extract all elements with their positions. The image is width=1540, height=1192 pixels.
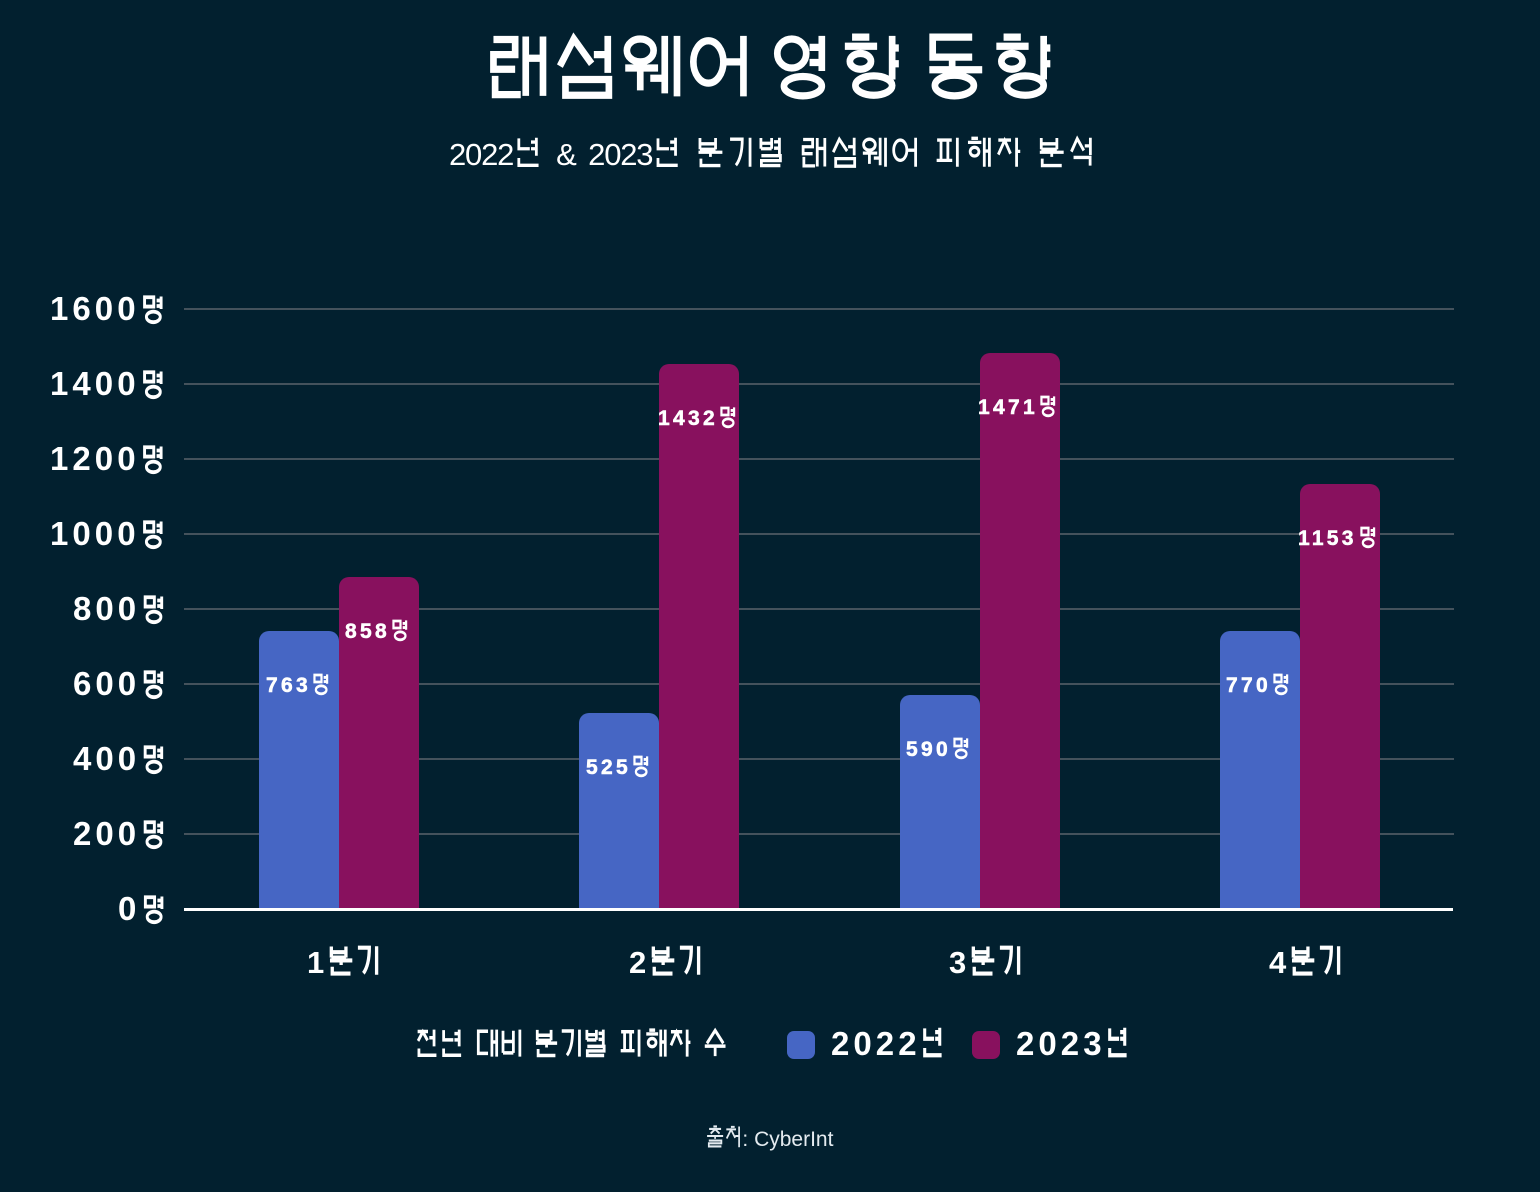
svg-text:1: 1: [307, 945, 328, 980]
svg-text::: :: [743, 1128, 749, 1151]
svg-text:1600: 1600: [50, 290, 140, 327]
svg-text:2: 2: [629, 945, 650, 980]
svg-text:525: 525: [586, 756, 631, 779]
svg-text:1432: 1432: [658, 407, 718, 430]
svg-text:1000: 1000: [50, 515, 140, 552]
svg-text:590: 590: [906, 738, 951, 761]
svg-text:1400: 1400: [50, 365, 140, 402]
svg-text:1471: 1471: [978, 396, 1038, 419]
svg-text:2022: 2022: [831, 1025, 921, 1062]
svg-text:1153: 1153: [1298, 527, 1357, 550]
svg-text:858: 858: [345, 620, 390, 643]
svg-text:2023: 2023: [1016, 1025, 1106, 1062]
svg-text:763: 763: [266, 674, 311, 697]
svg-text:800: 800: [73, 590, 140, 627]
svg-text:4: 4: [1269, 945, 1290, 980]
svg-text:600: 600: [73, 665, 140, 702]
svg-text:3: 3: [949, 945, 970, 980]
svg-text:200: 200: [73, 815, 140, 852]
svg-text:770: 770: [1226, 674, 1271, 697]
svg-text:2023: 2023: [588, 137, 652, 172]
svg-text:1200: 1200: [50, 440, 140, 477]
svg-text:2022: 2022: [449, 137, 513, 172]
svg-text:0: 0: [118, 890, 140, 927]
svg-text:CyberInt: CyberInt: [754, 1128, 834, 1151]
svg-text:&: &: [556, 137, 577, 172]
svg-text:400: 400: [73, 740, 140, 777]
